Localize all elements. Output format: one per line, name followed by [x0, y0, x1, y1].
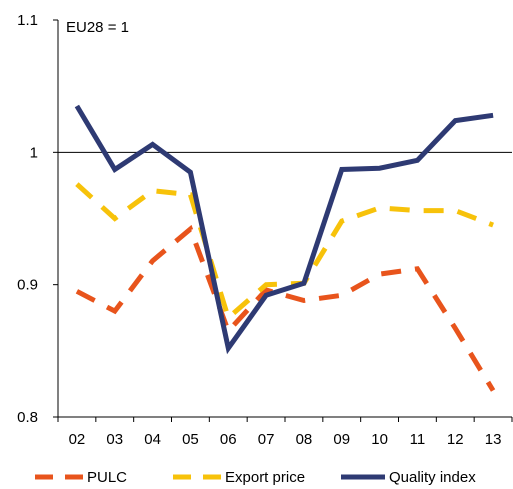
y-tick-label: 1.1: [17, 12, 38, 29]
x-tick-label: 10: [371, 431, 388, 448]
legend-label: PULC: [87, 469, 127, 486]
x-tick-label: 13: [485, 431, 502, 448]
x-tick-label: 03: [106, 431, 123, 448]
legend-label: Export price: [225, 469, 305, 486]
x-tick-label: 04: [144, 431, 161, 448]
y-tick-label: 1: [30, 144, 38, 161]
legend-label: Quality index: [389, 469, 476, 486]
x-tick-label: 08: [296, 431, 313, 448]
y-tick-label: 0.8: [17, 409, 38, 426]
x-tick-label: 07: [258, 431, 275, 448]
legend-item: PULC: [35, 469, 127, 486]
series-line-export-price: [75, 182, 494, 323]
axes: 0.8 0.9 1 1.1 02 03 04 05 06 07 08 09 10 11 12 13: [17, 12, 513, 448]
chart-annotation: EU28 = 1: [66, 19, 129, 36]
series-line-pulc: [75, 224, 496, 392]
legend-item: Quality index: [341, 469, 476, 486]
x-tick-label: 06: [220, 431, 237, 448]
legend: PULC Export price Quality index: [35, 469, 476, 486]
series-layer: [74, 104, 496, 392]
x-tick-label: 09: [333, 431, 350, 448]
y-tick-label: 0.9: [17, 277, 38, 294]
x-tick-label: 12: [447, 431, 464, 448]
x-tick-label: 11: [410, 431, 426, 448]
legend-item: Export price: [173, 469, 305, 486]
series-line-quality-index: [74, 104, 494, 355]
x-tick-label: 02: [69, 431, 86, 448]
x-tick-label: 05: [182, 431, 199, 448]
